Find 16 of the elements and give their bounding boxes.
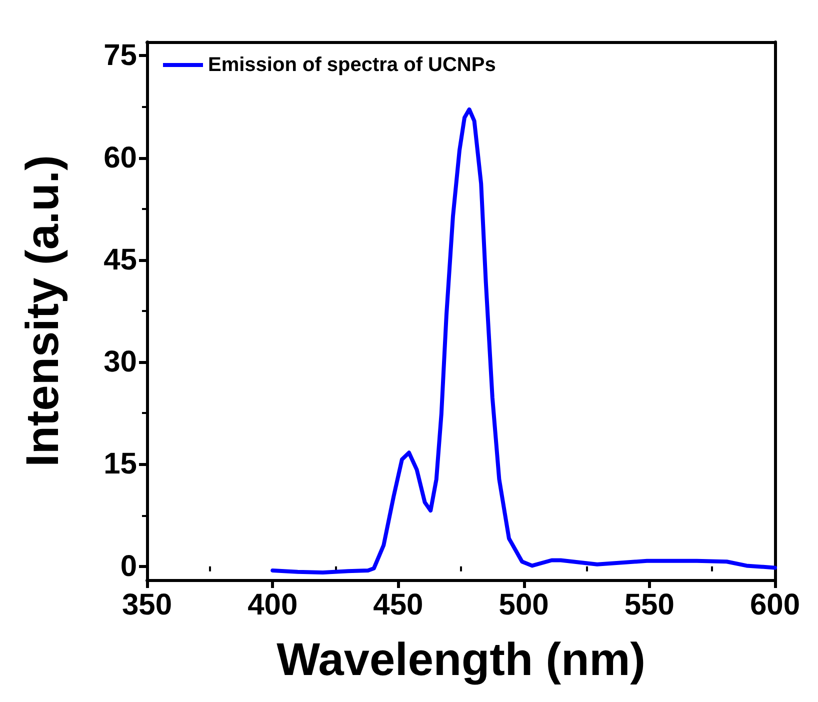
line-series: [270, 107, 777, 575]
y-tick-label: 45: [104, 243, 137, 276]
x-tick-label: 550: [624, 588, 674, 622]
y-axis-title: Intensity (a.u.): [16, 155, 68, 467]
y-tick-label: 60: [104, 141, 137, 174]
y-tick-label: 30: [104, 346, 137, 379]
y-tick-label: 0: [120, 550, 137, 583]
y-tick-label: 15: [104, 448, 137, 481]
x-tick-label: 450: [373, 588, 424, 622]
x-tick-label: 350: [122, 588, 172, 622]
y-tick-label: 75: [104, 39, 137, 72]
x-tick-label: 400: [248, 588, 298, 622]
legend-label: Emission of spectra of UCNPs: [208, 54, 496, 76]
x-tick-label: 600: [750, 588, 800, 622]
x-tick-label: 500: [498, 588, 549, 622]
x-axis-title: Wavelength (nm): [276, 633, 646, 685]
